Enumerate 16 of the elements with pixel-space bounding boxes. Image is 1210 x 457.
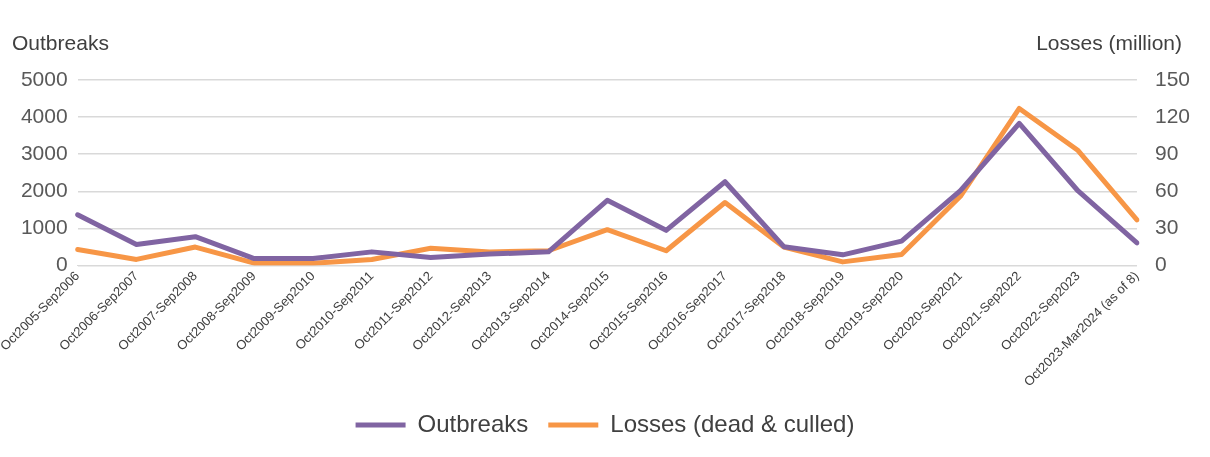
y-tick-label: 5000 xyxy=(20,66,68,90)
y2-axis-title: Losses (million) xyxy=(1036,31,1182,54)
y2-tick-label: 30 xyxy=(1154,215,1179,239)
y2-tick-label: 60 xyxy=(1154,178,1179,202)
y2-tick-label: 120 xyxy=(1154,103,1191,127)
y2-tick-label: 0 xyxy=(1154,252,1167,276)
legend-label: Losses (dead & culled) xyxy=(610,409,855,437)
legend-label: Outbreaks xyxy=(417,409,529,437)
y-tick-label: 2000 xyxy=(20,178,68,202)
y-tick-label: 4000 xyxy=(20,103,68,127)
y-tick-label: 1000 xyxy=(20,215,68,239)
y-tick-label: 3000 xyxy=(20,141,68,165)
y-tick-label: 0 xyxy=(55,252,68,276)
y2-tick-label: 90 xyxy=(1154,141,1179,165)
y-axis-title: Outbreaks xyxy=(12,31,109,54)
y2-tick-label: 150 xyxy=(1154,66,1191,90)
